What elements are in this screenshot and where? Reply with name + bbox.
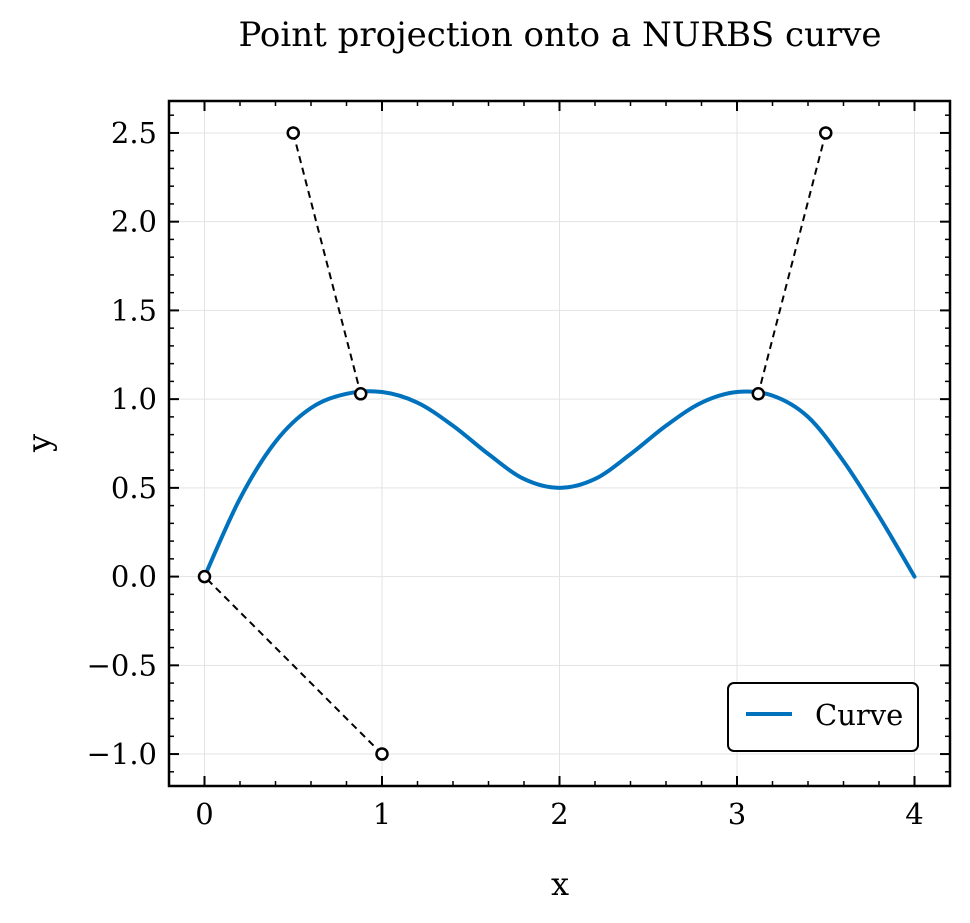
- tick-labels: 0 1 2 3 4 −1.0 −0.5 0.0 0.5 1.0 1.5 2.0 2.5: [87, 116, 924, 831]
- legend-box: [727, 682, 919, 752]
- query-point-1: [819, 126, 833, 140]
- y-tick-label-1: −0.5: [87, 648, 157, 682]
- y-tick-label-2: 0.0: [111, 560, 157, 594]
- ticks: [168, 101, 951, 786]
- y-tick-label-7: 2.5: [111, 116, 157, 150]
- query-point-0: [286, 126, 300, 140]
- x-tick-label-4: 4: [905, 797, 923, 831]
- x-tick-label-2: 2: [550, 797, 568, 831]
- y-tick-label-0: −1.0: [87, 737, 157, 771]
- y-tick-label-5: 1.5: [111, 293, 157, 327]
- x-tick-label-3: 3: [728, 797, 746, 831]
- series-curve: [202, 389, 917, 579]
- query-point-2: [375, 747, 389, 761]
- legend-label-curve: Curve: [815, 698, 903, 732]
- projection-line-2: [203, 575, 383, 755]
- series-layer: [202, 389, 917, 579]
- projection-line-0: [292, 132, 362, 395]
- y-tick-label-3: 0.5: [111, 471, 157, 505]
- chart-title: Point projection onto a NURBS curve: [238, 15, 881, 55]
- projected-point-1: [751, 387, 766, 401]
- y-tick-label-4: 1.0: [111, 382, 157, 416]
- y-axis-label: y: [20, 434, 58, 453]
- projected-point-0: [353, 387, 368, 401]
- x-tick-label-1: 1: [373, 797, 391, 831]
- x-tick-label-0: 0: [195, 797, 213, 831]
- legend: Curve: [727, 682, 919, 752]
- projection-line-1: [757, 132, 827, 395]
- y-tick-label-6: 2.0: [111, 205, 157, 239]
- x-axis-label: x: [551, 865, 569, 903]
- projected-point-2: [197, 569, 212, 584]
- projection-layer: [197, 126, 833, 761]
